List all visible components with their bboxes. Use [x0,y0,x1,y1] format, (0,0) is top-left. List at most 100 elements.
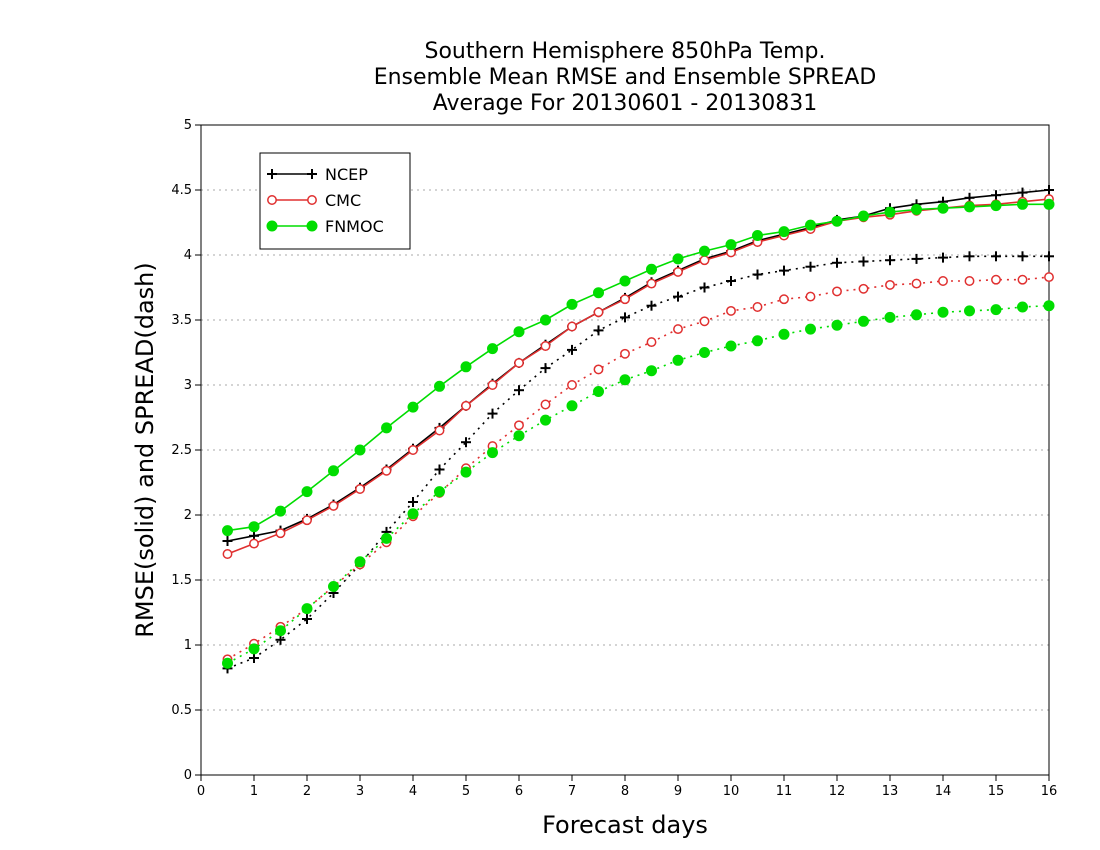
ncep-spread-point [540,363,551,374]
cmc-spread-point [938,276,948,286]
ncep-spread-point [249,653,259,663]
fnmoc-spread-point [593,386,604,397]
legend-box [259,152,411,250]
ncep-rmse-point [222,536,233,546]
y-tick-label: 2.5 [171,443,192,458]
fnmoc-rmse-point [699,245,710,257]
fnmoc-rmse-point [487,343,498,355]
ncep-spread-point [593,325,604,336]
ncep-spread-point [991,251,1001,262]
fnmoc-spread-point [752,335,763,347]
y-tick-label: 2 [184,508,192,523]
fnmoc-spread-point [566,400,578,412]
fnmoc-spread-point [222,657,233,669]
cmc-rmse-point [487,380,498,390]
x-tick-label: 6 [515,784,523,799]
cmc-spread-point [752,302,763,312]
cmc-rmse-point [593,307,604,318]
x-tick-label: 8 [621,784,629,799]
cmc-spread-point [726,305,736,316]
fnmoc-rmse-point [911,204,922,215]
cmc-spread-point [673,324,683,335]
fnmoc-rmse-point [1017,198,1028,210]
fnmoc-spread-point [513,430,525,442]
fnmoc-rmse-point [964,201,975,213]
fnmoc-spread-point [1043,300,1055,312]
fnmoc-rmse-point [381,422,392,434]
legend-cmc-label: CMC [325,191,361,210]
fnmoc-spread-point [328,581,339,592]
fnmoc-spread-point [381,532,392,544]
legend: NCEP CMC FNMOC [259,152,411,250]
ncep-spread-point [620,312,630,323]
fnmoc-spread-point [646,365,657,377]
legend-cmc-marker [307,195,317,205]
fnmoc-spread-point [619,374,631,386]
x-tick-label: 1 [250,784,258,799]
fnmoc-spread-point [831,319,843,331]
ncep-spread-point [885,255,895,266]
fnmoc-spread-point [301,603,313,615]
y-tick-label: 1 [184,638,192,653]
fnmoc-rmse-point [725,239,737,251]
ncep-spread-point [434,464,445,475]
ncep-spread-point [805,261,816,272]
chart-title-line-2: Ensemble Mean RMSE and Ensemble SPREAD [374,65,877,90]
fnmoc-spread-point [434,486,445,498]
fnmoc-spread-point [248,643,260,655]
fnmoc-spread-point [937,306,949,318]
x-tick-label: 2 [303,784,311,799]
fnmoc-spread-point [407,508,419,520]
fnmoc-spread-point [858,315,869,327]
fnmoc-spread-point [487,447,498,459]
ncep-spread-point [514,385,524,396]
cmc-rmse-point [249,538,259,549]
ncep-spread-point [302,614,312,624]
chart-title-line-1: Southern Hemisphere 850hPa Temp. [425,39,826,64]
cmc-rmse-point [434,425,445,436]
fnmoc-spread-point [672,354,684,366]
cmc-spread-point [805,291,816,302]
cmc-rmse-point [355,484,365,494]
cmc-spread-point [832,286,842,297]
cmc-spread-point [699,316,710,327]
fnmoc-rmse-point [619,275,631,287]
x-tick-label: 3 [356,784,364,799]
fnmoc-rmse-point [752,230,763,241]
ncep-spread-point [964,251,975,262]
fnmoc-spread-point [460,466,472,478]
y-tick-label: 4 [184,248,192,263]
ncep-spread-point [726,276,736,286]
fnmoc-spread-line [227,304,1050,664]
ncep-spread-point [1017,251,1028,262]
ncep-rmse-point [1044,185,1054,195]
cmc-spread-point [991,274,1001,285]
cmc-spread-point [911,278,922,289]
cmc-spread-point [779,294,789,305]
ncep-spread-point [858,256,869,267]
ncep-spread-point [779,265,789,276]
fnmoc-spread-point [699,347,710,358]
cmc-spread-point [567,380,577,390]
cmc-rmse-line [227,198,1050,555]
ncep-spread-point [461,437,471,448]
legend-ncep-marker [307,169,317,179]
x-tick-label: 14 [935,784,952,799]
y-tick-label: 1.5 [171,573,192,588]
ncep-spread-point [567,344,577,355]
fnmoc-spread-point [990,304,1002,316]
fnmoc-rmse-point [354,444,366,456]
x-tick-label: 12 [829,784,846,799]
fnmoc-rmse-point [646,263,657,275]
ncep-spread-point [275,634,286,645]
cmc-spread-point [858,283,869,294]
x-tick-label: 11 [776,784,793,799]
ncep-spread-point [408,497,418,507]
x-tick-label: 9 [674,784,682,799]
axes: 00.511.522.533.544.550 1 2 3 4 5 6 7 8 9 10 11 12 13 1… [171,118,1057,799]
legend-cmc-marker [267,195,277,205]
cmc-rmse-point [275,528,286,539]
chart-title: Southern Hemisphere 850hPa Temp. Ensembl… [374,39,877,116]
fnmoc-spread-point [778,328,790,340]
